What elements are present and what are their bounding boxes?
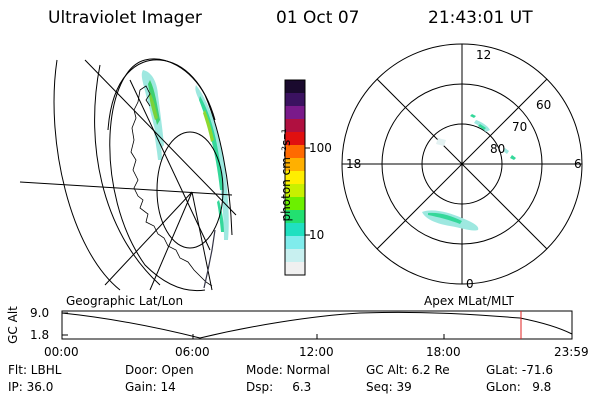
colorbar-cell (285, 236, 305, 250)
instrument-title: Ultraviolet Imager (48, 8, 202, 28)
mlt-label-6: 6 (574, 157, 582, 171)
info-door: Door: Open (125, 363, 194, 377)
altitude-ytick-label-9: 9.0 (30, 306, 50, 320)
colorbar (284, 79, 310, 276)
info-mode: Mode: Normal (246, 363, 330, 377)
mlat-label-80: 80 (490, 142, 506, 156)
apex-label: Apex MLat/MLT (424, 294, 514, 308)
info-seq: Seq: 39 (366, 380, 412, 394)
lat-arc-left (53, 59, 121, 291)
info-glat: GLat: -71.6 (486, 363, 553, 377)
colorbar-cell (285, 249, 305, 263)
colorbar-cell (285, 210, 305, 224)
colorbar-unit-label: photon cm⁻²s⁻¹ (279, 128, 293, 222)
xtick-label-4: 23:59 (554, 345, 589, 359)
altitude-plot (61, 310, 573, 340)
meridian-diagonal-5 (129, 79, 211, 251)
colorbar-tick-label-10: 10 (309, 228, 325, 242)
info-gc-alt: GC Alt: 6.2 Re (366, 363, 450, 377)
colorbar-cell (285, 223, 305, 237)
lat-arc-mid (94, 64, 161, 286)
geographic-label: Geographic Lat/Lon (66, 294, 184, 308)
xtick-label-2: 12:00 (299, 345, 334, 359)
colorbar-cell (285, 106, 305, 120)
colorbar-cell (285, 171, 305, 185)
xtick-label-3: 18:00 (426, 345, 461, 359)
altitude-curve (61, 311, 573, 339)
info-filter: Flt: LBHL (8, 363, 62, 377)
xtick-label-1: 06:00 (175, 345, 210, 359)
mlt-label-18: 18 (346, 157, 362, 171)
altitude-ylabel: GC Alt (6, 306, 20, 344)
geo-aurora (141, 70, 229, 240)
mlat-label-60: 60 (536, 98, 552, 112)
lat-circle-inner (156, 131, 224, 249)
mlt-label-0: 0 (466, 277, 474, 291)
colorbar-frame (284, 79, 306, 276)
meridian-diagonal-4 (191, 191, 213, 291)
meridian-horizontal (19, 181, 233, 196)
colorbar-cell (285, 158, 305, 172)
geographic-map (19, 58, 237, 292)
meridian-diagonal-2 (149, 191, 193, 291)
colorbar-cell (285, 184, 305, 198)
polar-aurora (422, 114, 516, 231)
terminator (203, 229, 216, 289)
colorbar-cells (285, 80, 305, 276)
altitude-ytick-label-1.8: 1.8 (30, 328, 50, 342)
info-glon: GLon: 9.8 (486, 380, 552, 394)
colorbar-cell (285, 119, 305, 133)
polar-plot (341, 43, 583, 285)
meridian-diagonal-3 (104, 191, 193, 286)
coastline (130, 85, 213, 287)
meridian-diagonal-1 (84, 59, 237, 216)
mlt-label-12: 12 (476, 48, 492, 62)
info-dsp: Dsp: 6.3 (246, 380, 312, 394)
earth-limb (109, 58, 233, 292)
colorbar-cell (285, 197, 305, 211)
colorbar-cell (285, 145, 305, 159)
date-label: 01 Oct 07 (276, 8, 360, 28)
colorbar-cell (285, 132, 305, 146)
colorbar-cell (285, 93, 305, 107)
colorbar-cell (285, 80, 305, 94)
info-ip: IP: 36.0 (8, 380, 54, 394)
time-label: 21:43:01 UT (428, 8, 533, 28)
xtick-label-0: 00:00 (44, 345, 79, 359)
colorbar-cell (285, 262, 305, 276)
info-gain: Gain: 14 (125, 380, 176, 394)
polar-diagonal-2 (376, 78, 548, 250)
mlat-label-70: 70 (512, 120, 528, 134)
colorbar-tick-label-100: 100 (309, 141, 332, 155)
